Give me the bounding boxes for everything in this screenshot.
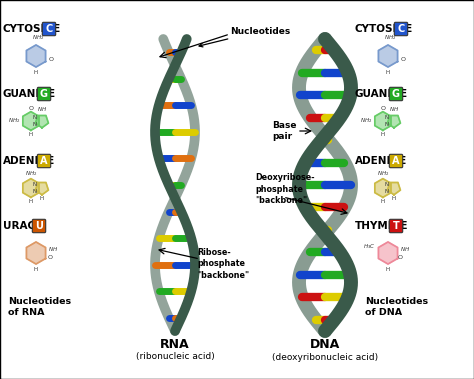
Text: (ribonucleic acid): (ribonucleic acid)	[136, 352, 214, 362]
Text: O: O	[397, 255, 402, 260]
Text: Nucleotides: Nucleotides	[199, 27, 290, 47]
Text: H: H	[381, 199, 385, 204]
Polygon shape	[23, 179, 39, 197]
Text: H: H	[29, 132, 33, 137]
Text: N: N	[32, 182, 36, 187]
Text: ADENINE: ADENINE	[355, 156, 407, 166]
FancyBboxPatch shape	[32, 219, 46, 233]
Text: $NH_2$: $NH_2$	[32, 33, 44, 42]
Text: CYTOSINE: CYTOSINE	[3, 24, 61, 34]
Text: O: O	[401, 57, 406, 62]
Text: $NH$: $NH$	[48, 245, 58, 253]
FancyBboxPatch shape	[389, 154, 403, 168]
FancyBboxPatch shape	[394, 22, 408, 36]
FancyBboxPatch shape	[42, 22, 56, 36]
Text: G: G	[392, 89, 400, 99]
Text: H: H	[40, 196, 44, 202]
Text: N: N	[384, 182, 388, 187]
Text: N: N	[32, 122, 36, 127]
Text: Ribose-
phosphate
"backbone": Ribose- phosphate "backbone"	[197, 248, 249, 280]
Text: O: O	[48, 255, 53, 260]
Text: THYMINE: THYMINE	[355, 221, 409, 231]
Text: $NH_2$: $NH_2$	[359, 117, 372, 125]
Text: N: N	[384, 115, 388, 120]
Text: H: H	[34, 266, 38, 272]
Text: N: N	[32, 189, 36, 194]
Text: $NH_2$: $NH_2$	[377, 169, 389, 178]
Text: (deoxyribonucleic acid): (deoxyribonucleic acid)	[272, 352, 378, 362]
Text: O: O	[49, 57, 54, 62]
Text: DNA: DNA	[310, 338, 340, 351]
Polygon shape	[387, 183, 401, 195]
Text: $NH$: $NH$	[389, 105, 399, 113]
Text: N: N	[32, 115, 36, 120]
Polygon shape	[378, 242, 398, 264]
Text: C: C	[397, 24, 405, 34]
Text: N: N	[384, 189, 388, 194]
FancyBboxPatch shape	[389, 219, 403, 233]
Polygon shape	[36, 183, 48, 195]
Polygon shape	[387, 116, 401, 128]
Text: $H_3C$: $H_3C$	[363, 242, 375, 251]
Text: Deoxyribose-
phosphate
"backbone": Deoxyribose- phosphate "backbone"	[255, 174, 315, 205]
Text: Base
pair: Base pair	[272, 121, 297, 141]
Text: G: G	[40, 89, 48, 99]
Polygon shape	[375, 179, 391, 197]
Polygon shape	[23, 112, 39, 130]
Polygon shape	[36, 116, 48, 128]
Text: H: H	[386, 266, 390, 272]
Text: $NH_2$: $NH_2$	[25, 169, 37, 178]
Text: N: N	[384, 122, 388, 127]
Text: URACIL: URACIL	[3, 221, 46, 231]
Text: H: H	[381, 132, 385, 137]
Text: A: A	[392, 156, 400, 166]
Text: H: H	[29, 199, 33, 204]
Text: H: H	[34, 70, 38, 75]
Text: $NH_2$: $NH_2$	[8, 117, 20, 125]
Text: H: H	[386, 70, 390, 75]
Text: GUANINE: GUANINE	[3, 89, 56, 99]
Text: Nucleotides
of RNA: Nucleotides of RNA	[8, 297, 71, 317]
Polygon shape	[27, 242, 46, 264]
Text: $NH_2$: $NH_2$	[383, 33, 396, 42]
FancyBboxPatch shape	[37, 87, 51, 101]
Polygon shape	[378, 45, 398, 67]
Text: ADENINE: ADENINE	[3, 156, 55, 166]
Polygon shape	[375, 112, 391, 130]
Text: $NH$: $NH$	[37, 105, 47, 113]
Text: H: H	[392, 196, 396, 202]
Text: U: U	[35, 221, 43, 231]
Text: Nucleotides
of DNA: Nucleotides of DNA	[365, 297, 428, 317]
Text: A: A	[40, 156, 48, 166]
Text: RNA: RNA	[160, 338, 190, 351]
Text: C: C	[46, 24, 53, 34]
Text: O: O	[28, 106, 33, 111]
Text: GUANINE: GUANINE	[355, 89, 408, 99]
Text: T: T	[392, 221, 400, 231]
Text: O: O	[381, 106, 385, 111]
FancyBboxPatch shape	[389, 87, 403, 101]
Text: $NH$: $NH$	[400, 245, 410, 253]
Polygon shape	[27, 45, 46, 67]
FancyBboxPatch shape	[37, 154, 51, 168]
Text: CYTOSINE: CYTOSINE	[355, 24, 413, 34]
